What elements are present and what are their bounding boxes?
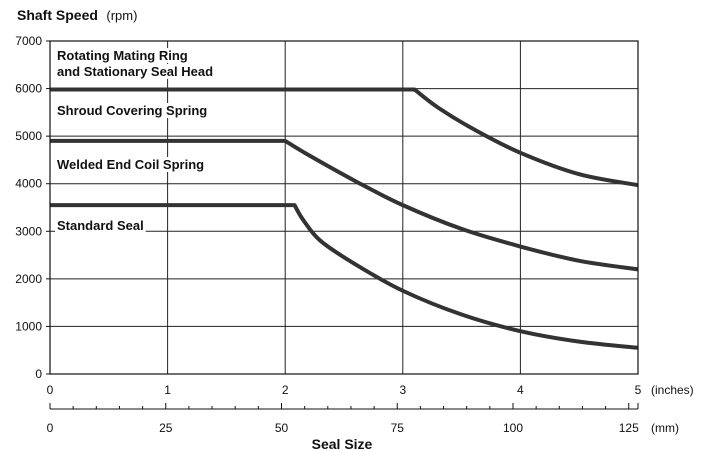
x-unit-mm: (mm) [651,421,679,435]
x-axis-inches-ticks: 0 1 2 3 4 5 [47,383,642,397]
y-tick-label: 5000 [15,129,42,143]
x-tick-label-inches: 4 [517,383,524,397]
x-tick-label-mm: 125 [619,421,639,435]
label-background [55,157,207,172]
y-tick-label: 6000 [15,82,42,96]
x-axis-mm-ticks: 0 25 50 75 100 125 [47,403,639,435]
label-background [55,48,190,63]
chart-title: Shaft Speed (rpm) [17,7,137,24]
label-background [55,218,146,233]
series-label: Welded End Coil Spring [57,157,204,172]
x-tick-label-mm: 75 [391,421,405,435]
x-tick-label-inches: 2 [282,383,289,397]
y-tick-label: 4000 [15,177,42,191]
y-tick-label: 1000 [15,319,42,333]
label-background [55,64,216,79]
plot-frame [49,40,639,375]
y-tick-label: 3000 [15,224,42,238]
x-tick-label-mm: 25 [159,421,173,435]
series-label: Rotating Mating Ring [57,48,188,63]
x-tick-label-inches: 0 [47,383,54,397]
y-tick-label: 7000 [15,34,42,48]
x-tick-label-mm: 50 [275,421,289,435]
x-axis-title: Seal Size [312,436,373,451]
x-tick-label-inches: 3 [399,383,406,397]
series-curve [50,203,639,350]
x-tick-label-mm: 0 [47,421,54,435]
label-background [55,103,210,118]
y-axis-ticks: 0 1000 2000 3000 4000 5000 6000 7000 [15,34,50,381]
y-tick-label: 0 [35,367,42,381]
x-tick-label-inches: 1 [164,383,171,397]
series-label: Shroud Covering Spring [57,103,207,118]
series-curves [50,87,639,350]
x-unit-inches: (inches) [651,383,694,397]
series-label: Standard Seal [57,218,144,233]
x-tick-label-mm: 100 [503,421,523,435]
y-tick-label: 2000 [15,272,42,286]
x-tick-label-inches: 5 [635,383,642,397]
series-curve [50,87,639,188]
series-curve [50,138,639,272]
series-label: and Stationary Seal Head [57,64,213,79]
